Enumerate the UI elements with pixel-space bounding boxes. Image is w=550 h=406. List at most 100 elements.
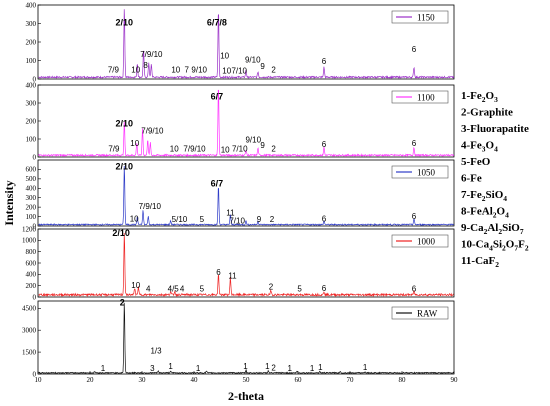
- peak-label: 7/10: [232, 145, 248, 154]
- series-line-1050: [38, 166, 454, 227]
- peak-label: 2: [269, 283, 274, 292]
- peak-label: 10: [130, 139, 139, 148]
- y-tick-label: 300: [26, 194, 37, 202]
- phase-item: 8-FeAl2O4: [461, 206, 509, 220]
- peak-label: 6/7/8: [207, 17, 227, 27]
- legend-box: [391, 90, 449, 104]
- legend-label: RAW: [417, 308, 438, 318]
- y-axis-title: Intensity: [2, 180, 16, 225]
- y-tick-label: 400: [26, 1, 37, 9]
- legend-label: 1150: [417, 12, 435, 22]
- peak-label: 9: [257, 215, 262, 224]
- peak-label: 7/9: [108, 66, 120, 75]
- peak-label: 10: [220, 52, 229, 61]
- y-tick-label: 0: [33, 153, 37, 161]
- phase-item: 7-Fe2SiO4: [461, 189, 507, 203]
- peak-label: 1: [318, 363, 323, 372]
- peak-label: 11: [226, 209, 235, 218]
- peak-label: 6: [412, 45, 417, 54]
- peak-label: 1: [287, 364, 292, 373]
- x-tick-label: 20: [87, 376, 95, 384]
- peak-label: 2: [120, 297, 125, 307]
- peak-label: 6: [322, 140, 327, 149]
- phase-list: 1-Fe2O3 2-Graphite 3-Fluorapatite 4-Fe3O4 5-…: [461, 90, 529, 269]
- y-tick-label: 200: [26, 38, 37, 46]
- legend-label: 1100: [417, 92, 435, 102]
- y-tick-label: 3000: [22, 327, 37, 335]
- peak-label: 5/10: [172, 215, 188, 224]
- y-tick-label: 800: [26, 248, 37, 256]
- peak-label: 1: [265, 362, 270, 371]
- peak-label: 5: [297, 284, 302, 293]
- phase-item: 6-Fe: [461, 173, 482, 185]
- x-tick-label: 10: [35, 376, 43, 384]
- y-tick-label: 500: [26, 175, 37, 183]
- x-tick-label: 40: [191, 376, 199, 384]
- y-tick-label: 0: [33, 75, 37, 83]
- peak-label: 7/9/10: [140, 50, 163, 59]
- peak-label: 7/9/10: [183, 145, 206, 154]
- x-tick-label: 30: [139, 376, 147, 384]
- y-tick-label: 200: [26, 203, 37, 211]
- y-tick-label: 600: [26, 166, 37, 174]
- peak-label: 10: [130, 214, 139, 223]
- phase-item: 1-Fe2O3: [461, 90, 498, 104]
- peak-label: 6: [322, 57, 327, 66]
- peak-label: 9: [260, 141, 265, 150]
- x-tick-label: 60: [295, 376, 303, 384]
- legend-label: 1000: [417, 236, 436, 246]
- peak-label: 6: [322, 284, 327, 293]
- peak-label: 9: [260, 62, 265, 71]
- y-tick-label: 4500: [22, 305, 37, 313]
- phase-item: 11-CaF2: [461, 255, 499, 269]
- peak-label: 4: [180, 284, 185, 293]
- y-tick-label: 600: [26, 259, 37, 267]
- peak-label: 6/7: [211, 91, 224, 101]
- peak-label: 1/3: [150, 347, 162, 356]
- legend-label: 1050: [417, 167, 436, 177]
- y-tick-label: 100: [26, 57, 37, 65]
- series-line-1100: [38, 89, 455, 158]
- y-tick-label: 0: [33, 370, 37, 378]
- peak-label: 2: [271, 66, 276, 75]
- peak-label: 10: [131, 66, 140, 75]
- y-tick-label: 100: [26, 135, 37, 143]
- peak-label: 1: [168, 362, 173, 371]
- legend-box: [391, 306, 449, 320]
- peak-label: 11: [228, 271, 237, 280]
- legend-box: [391, 10, 449, 24]
- y-tick-label: 100: [26, 213, 37, 221]
- phase-item: 5-FeO: [461, 156, 491, 168]
- peak-label: 4: [146, 284, 151, 293]
- peak-label: 2: [271, 145, 276, 154]
- peak-label: 7/10: [229, 217, 245, 226]
- peak-label: 6: [412, 212, 417, 221]
- peak-label: 5: [200, 215, 205, 224]
- peak-label: 7/10: [231, 66, 247, 75]
- series-line-1150: [38, 9, 455, 80]
- peak-label: 7/9: [108, 145, 120, 154]
- y-tick-label: 1000: [22, 237, 37, 245]
- peak-label: 1: [101, 364, 106, 373]
- peak-label: 1: [363, 363, 368, 372]
- legend-box: [391, 165, 449, 179]
- phase-item: 10-Ca4Si2O7F2: [461, 239, 529, 253]
- peak-label: 2: [270, 215, 275, 224]
- peak-label: 8: [143, 61, 148, 70]
- peak-label: 5: [200, 284, 205, 293]
- y-tick-label: 0: [33, 222, 37, 230]
- peak-label: 1: [310, 364, 315, 373]
- peak-label: 3: [150, 364, 155, 373]
- y-tick-label: 300: [26, 20, 37, 28]
- phase-item: 4-Fe3O4: [461, 140, 498, 154]
- peak-label: 10: [171, 66, 180, 75]
- phase-item: 9-Ca2Al2SiO7: [461, 222, 524, 236]
- y-tick-label: 0: [33, 293, 37, 301]
- peak-label: 9/10: [245, 136, 261, 145]
